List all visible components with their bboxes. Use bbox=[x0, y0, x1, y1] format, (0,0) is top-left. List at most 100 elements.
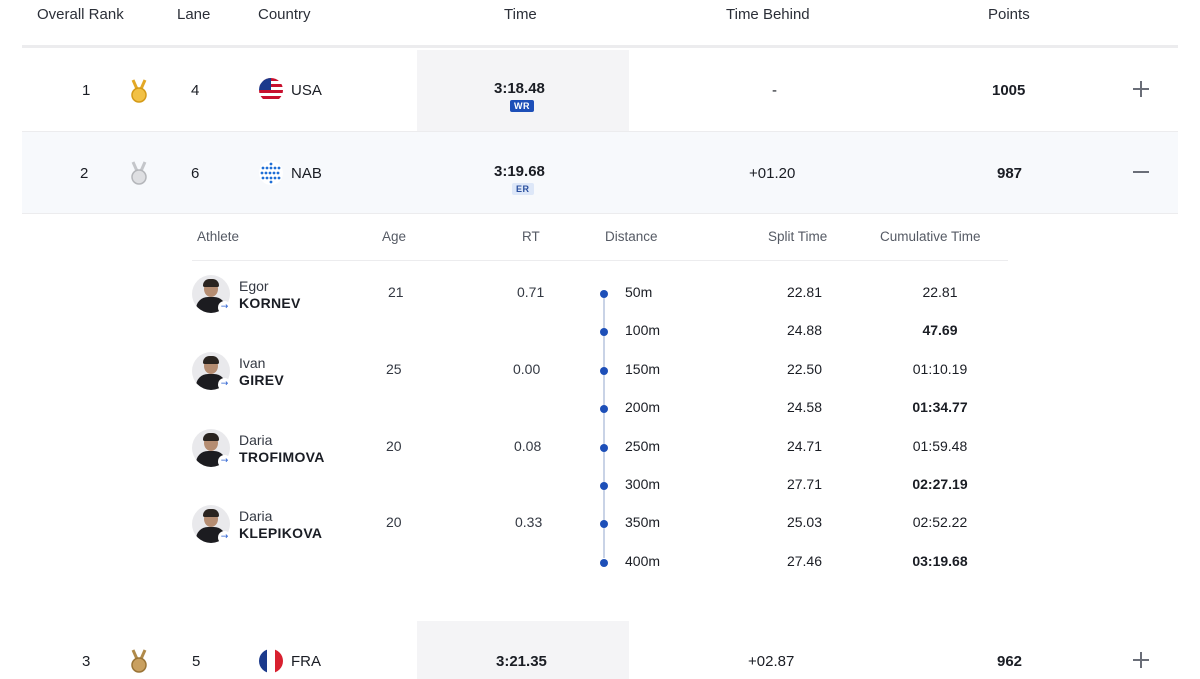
rank: 1 bbox=[82, 82, 91, 99]
time-behind: +02.87 bbox=[748, 653, 795, 670]
split-distance: 400m bbox=[625, 553, 661, 569]
col-overall-rank: Overall Rank bbox=[37, 6, 124, 23]
split-time: 22.81 bbox=[786, 284, 823, 300]
athlete-last-name: TROFIMOVA bbox=[239, 449, 325, 465]
cumulative-time: 02:52.22 bbox=[912, 514, 968, 530]
lane: 6 bbox=[191, 165, 200, 182]
split-time: 27.46 bbox=[786, 553, 823, 569]
col-country: Country bbox=[258, 6, 311, 23]
cumulative-time: 22.81 bbox=[922, 284, 958, 300]
timeline-dot bbox=[600, 444, 608, 452]
split-row: 50m 22.81 22.81 bbox=[592, 283, 1012, 307]
split-distance: 100m bbox=[625, 322, 661, 338]
athlete-item[interactable]: → Ivan GIREV bbox=[192, 352, 432, 392]
timeline-dot bbox=[600, 328, 608, 336]
athlete-item[interactable]: → Daria TROFIMOVA bbox=[192, 429, 432, 469]
silver-medal-icon bbox=[131, 161, 147, 185]
athlete-avatar bbox=[192, 429, 230, 467]
usa-flag-icon bbox=[259, 78, 283, 102]
points-value: 962 bbox=[997, 653, 1023, 670]
france-flag-icon bbox=[259, 649, 283, 673]
athlete-first-name: Daria bbox=[239, 432, 273, 448]
time-behind: +01.20 bbox=[749, 165, 796, 182]
col-points: Points bbox=[988, 6, 1030, 23]
split-row: 350m 25.03 02:52.22 bbox=[592, 513, 1012, 537]
split-distance: 250m bbox=[625, 438, 661, 454]
cumulative-time: 47.69 bbox=[922, 322, 958, 338]
athlete-age: 20 bbox=[386, 514, 402, 530]
split-row: 200m 24.58 01:34.77 bbox=[592, 398, 1012, 422]
timeline-dot bbox=[600, 482, 608, 490]
lane: 5 bbox=[192, 653, 201, 670]
split-distance: 50m bbox=[625, 284, 653, 300]
cumulative-time: 01:10.19 bbox=[912, 361, 968, 377]
arrow-right-icon: → bbox=[218, 301, 231, 314]
collapse-minus-icon[interactable] bbox=[1133, 164, 1149, 180]
expand-plus-icon[interactable] bbox=[1133, 652, 1149, 668]
athlete-first-name: Ivan bbox=[239, 355, 266, 371]
rank: 2 bbox=[80, 165, 89, 182]
results-table-header: Overall Rank Lane Country Time Time Behi… bbox=[0, 0, 1200, 46]
arrow-right-icon: → bbox=[218, 455, 231, 468]
splits-timeline-line bbox=[603, 294, 605, 558]
split-time: 24.71 bbox=[786, 438, 823, 454]
gold-medal-icon bbox=[131, 79, 147, 103]
athlete-first-name: Egor bbox=[239, 278, 269, 294]
timeline-dot bbox=[600, 520, 608, 528]
arrow-right-icon: → bbox=[218, 378, 231, 391]
time-value: 3:18.48 bbox=[494, 80, 545, 97]
timeline-dot bbox=[600, 290, 608, 298]
athlete-rt: 0.00 bbox=[513, 361, 541, 377]
split-row: 150m 22.50 01:10.19 bbox=[592, 360, 1012, 384]
cumulative-time: 03:19.68 bbox=[912, 553, 968, 569]
split-time: 24.88 bbox=[786, 322, 823, 338]
split-time: 22.50 bbox=[786, 361, 823, 377]
rank: 3 bbox=[82, 653, 91, 670]
table-row[interactable]: 3 5 FRA 3:21.35 +02.87 962 bbox=[22, 621, 1178, 679]
detail-col-cumulative-time: Cumulative Time bbox=[880, 229, 981, 244]
split-time: 25.03 bbox=[786, 514, 823, 530]
detail-divider bbox=[192, 260, 1008, 261]
detail-col-split-time: Split Time bbox=[768, 229, 828, 244]
split-distance: 300m bbox=[625, 476, 661, 492]
table-row[interactable]: 1 4 USA 3:18.48 WR - 1005 bbox=[22, 49, 1178, 131]
athlete-rt: 0.33 bbox=[515, 514, 543, 530]
athlete-rt: 0.08 bbox=[514, 438, 542, 454]
cumulative-time: 01:34.77 bbox=[912, 399, 968, 415]
bronze-medal-icon bbox=[131, 649, 147, 673]
arrow-right-icon: → bbox=[218, 531, 231, 544]
athlete-first-name: Daria bbox=[239, 508, 273, 524]
athlete-avatar bbox=[192, 275, 230, 313]
points-value: 987 bbox=[997, 165, 1023, 182]
athlete-last-name: KORNEV bbox=[239, 295, 301, 311]
country-code: USA bbox=[291, 82, 322, 99]
lane: 4 bbox=[191, 82, 200, 99]
world-record-badge: WR bbox=[510, 100, 534, 112]
points-value: 1005 bbox=[992, 82, 1026, 99]
split-row: 300m 27.71 02:27.19 bbox=[592, 475, 1012, 499]
time-value: 3:21.35 bbox=[496, 653, 547, 670]
country-code: NAB bbox=[291, 165, 322, 182]
row-divider bbox=[22, 131, 1178, 132]
athlete-last-name: GIREV bbox=[239, 372, 285, 388]
athlete-age: 20 bbox=[386, 438, 402, 454]
athlete-last-name: KLEPIKOVA bbox=[239, 525, 323, 541]
time-column-band bbox=[417, 621, 629, 679]
athlete-rt: 0.71 bbox=[517, 284, 545, 300]
header-divider bbox=[22, 45, 1178, 48]
table-row-expanded[interactable]: 2 6 NAB 3:19.68 ER +01.20 987 bbox=[22, 132, 1178, 214]
split-row: 250m 24.71 01:59.48 bbox=[592, 437, 1012, 461]
cumulative-time: 01:59.48 bbox=[912, 438, 968, 454]
detail-col-distance: Distance bbox=[605, 229, 658, 244]
split-distance: 350m bbox=[625, 514, 661, 530]
detail-col-rt: RT bbox=[522, 229, 540, 244]
athlete-age: 21 bbox=[388, 284, 404, 300]
time-behind: - bbox=[772, 82, 777, 99]
athlete-item[interactable]: → Daria KLEPIKOVA bbox=[192, 505, 432, 545]
timeline-dot bbox=[600, 367, 608, 375]
col-lane: Lane bbox=[177, 6, 211, 23]
athlete-age: 25 bbox=[386, 361, 402, 377]
col-time: Time bbox=[504, 6, 537, 23]
athlete-item[interactable]: → Egor KORNEV bbox=[192, 275, 432, 315]
expand-plus-icon[interactable] bbox=[1133, 81, 1149, 97]
